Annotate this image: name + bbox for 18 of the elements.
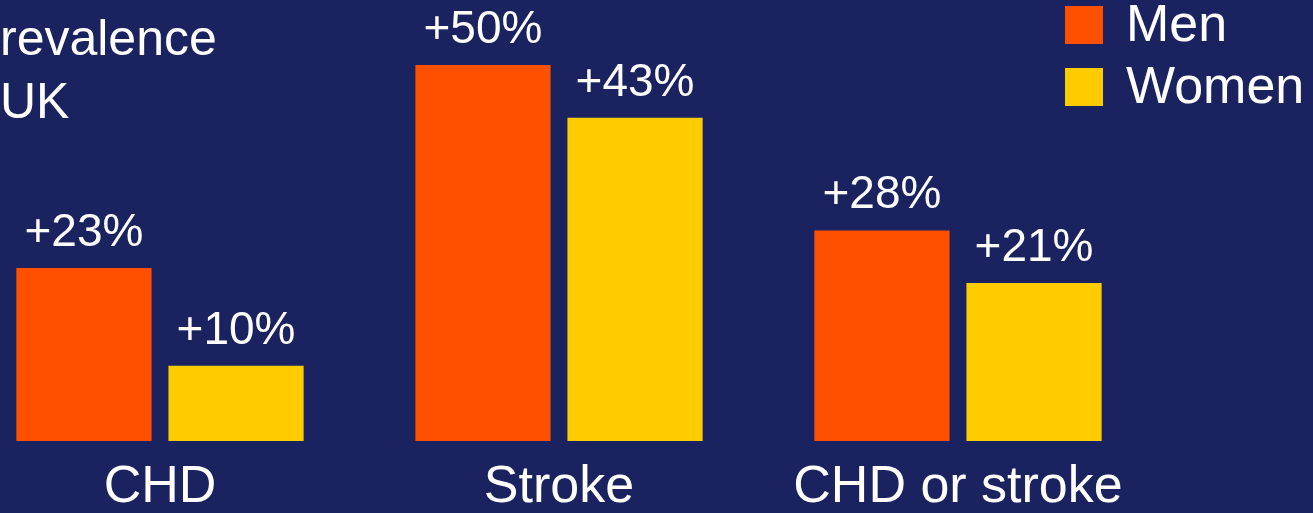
chart-title: revalence UK (0, 10, 217, 129)
data-label: +43% (575, 53, 695, 106)
bar (567, 117, 703, 441)
x-tick-label: CHD (103, 454, 217, 513)
x-tick-label: CHD or stroke (793, 454, 1123, 513)
data-label: +23% (24, 204, 144, 257)
x-tick-label: Stroke (483, 454, 635, 513)
bar (966, 283, 1102, 441)
bar (814, 230, 950, 441)
data-label: +10% (176, 301, 296, 354)
bar (168, 365, 304, 441)
data-label: +50% (423, 1, 543, 53)
bar (16, 268, 152, 441)
data-label: +28% (822, 166, 942, 219)
data-label: +21% (974, 219, 1094, 272)
legend-label: Men (1126, 0, 1228, 52)
legend-label: Women (1126, 56, 1305, 114)
bar (415, 65, 551, 441)
